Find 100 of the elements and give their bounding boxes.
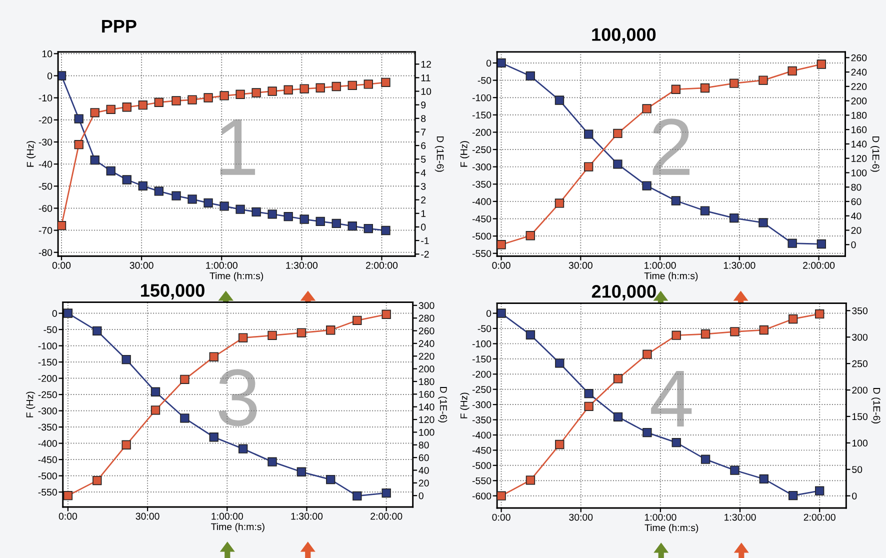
- y2-tick-label: 200: [418, 366, 434, 372]
- x-axis-title: Time (h:m:s): [644, 524, 698, 534]
- point: [700, 83, 710, 93]
- point: [316, 83, 325, 92]
- y-tick-label: -300: [472, 401, 492, 408]
- y2-tick-label: 140: [852, 140, 867, 148]
- y2-tick-label: 4: [420, 170, 426, 176]
- point: [497, 240, 506, 250]
- y-tick-label: -70: [38, 227, 52, 234]
- y2-axis-title: D (1E-6): [438, 387, 448, 422]
- y2-tick-label: 100: [852, 440, 868, 447]
- point: [526, 330, 536, 340]
- y2-tick-label: 1: [421, 210, 426, 217]
- y-tick-label: -150: [472, 356, 492, 363]
- x-tick-label: 2:00:00: [803, 262, 835, 269]
- x-tick-label: 0:00: [492, 514, 510, 521]
- point: [788, 314, 798, 324]
- point: [642, 181, 652, 190]
- annotation: 1: [220, 119, 256, 175]
- y2-tick-label: 40: [851, 212, 862, 220]
- y-tick-label: -500: [472, 462, 492, 470]
- x-axis-title: Time (h:m:s): [644, 272, 698, 282]
- y-tick-label: -150: [38, 358, 57, 366]
- point: [74, 140, 84, 150]
- point: [180, 374, 190, 384]
- y-tick-label: -550: [472, 477, 492, 484]
- point: [364, 80, 373, 89]
- point: [154, 98, 164, 107]
- y-tick-label: -30: [38, 138, 52, 146]
- point: [138, 181, 148, 190]
- y-tick-label: -400: [472, 198, 492, 206]
- point: [268, 457, 277, 466]
- point: [352, 316, 362, 325]
- y2-tick-label: 50: [852, 466, 862, 473]
- annotation: 2: [652, 118, 690, 175]
- point: [526, 476, 536, 485]
- y2-tick-label: 10: [421, 88, 432, 95]
- y-tick-label: -300: [472, 164, 492, 170]
- x-tick-label: 30:00: [569, 514, 593, 521]
- x-tick-label: 1:00:00: [206, 262, 238, 269]
- y2-tick-label: 240: [851, 68, 867, 76]
- y2-tick-label: 80: [851, 184, 862, 191]
- y-tick-label: -50: [44, 326, 57, 334]
- x-tick-label: 1:00:00: [212, 512, 243, 520]
- point: [90, 108, 100, 118]
- point: [613, 128, 622, 138]
- y2-tick-label: 220: [851, 83, 867, 90]
- y-tick-label: 10: [42, 50, 52, 58]
- point: [106, 104, 116, 114]
- y2-tick-label: 140: [419, 404, 434, 410]
- point: [584, 162, 594, 172]
- point: [332, 218, 341, 228]
- y-tick-label: -100: [38, 342, 57, 350]
- point: [326, 474, 336, 484]
- y2-axis-title: D (1E-6): [434, 136, 444, 172]
- y-tick-label: -550: [38, 488, 57, 496]
- point: [236, 204, 245, 214]
- point: [296, 467, 306, 476]
- y2-tick-label: 160: [419, 390, 434, 398]
- point: [138, 100, 148, 110]
- y-tick-label: -250: [38, 391, 57, 398]
- y-tick-label: -250: [472, 146, 492, 154]
- point: [497, 58, 506, 68]
- y-axis-title: F (Hz): [26, 141, 36, 167]
- y-tick-label: -40: [38, 160, 52, 168]
- y2-tick-label: -2: [421, 250, 429, 258]
- y2-tick-label: 260: [851, 54, 867, 62]
- point: [815, 309, 824, 319]
- y2-tick-label: 20: [418, 480, 429, 487]
- point: [220, 91, 229, 100]
- y-tick-label: -20: [38, 116, 52, 124]
- x-tick-label: 30:00: [568, 262, 592, 269]
- y2-tick-label: 280: [418, 314, 434, 322]
- y-tick-label: 0: [52, 310, 57, 317]
- y-tick-label: -150: [472, 112, 492, 119]
- y2-tick-label: 60: [851, 198, 862, 206]
- y-tick-label: -60: [38, 204, 52, 212]
- point: [788, 490, 798, 500]
- x-axis-title: Time (h:m:s): [210, 272, 264, 282]
- x-tick-label: 1:30:00: [286, 262, 318, 269]
- point: [172, 96, 181, 106]
- point: [236, 90, 245, 99]
- point: [238, 333, 248, 342]
- y2-tick-label: 3: [421, 182, 426, 190]
- point: [268, 210, 277, 219]
- y2-tick-label: 120: [419, 416, 434, 424]
- point: [332, 82, 341, 92]
- y-tick-label: -200: [472, 370, 492, 378]
- point: [326, 326, 336, 335]
- point: [730, 327, 740, 336]
- point: [381, 78, 390, 88]
- point: [700, 206, 710, 216]
- point: [252, 88, 261, 98]
- point: [92, 476, 102, 486]
- point: [555, 440, 564, 450]
- point: [150, 387, 160, 396]
- y-tick-label: -500: [472, 232, 492, 240]
- y2-tick-label: -1: [421, 237, 429, 244]
- y2-tick-label: 260: [418, 327, 434, 334]
- point: [788, 66, 797, 76]
